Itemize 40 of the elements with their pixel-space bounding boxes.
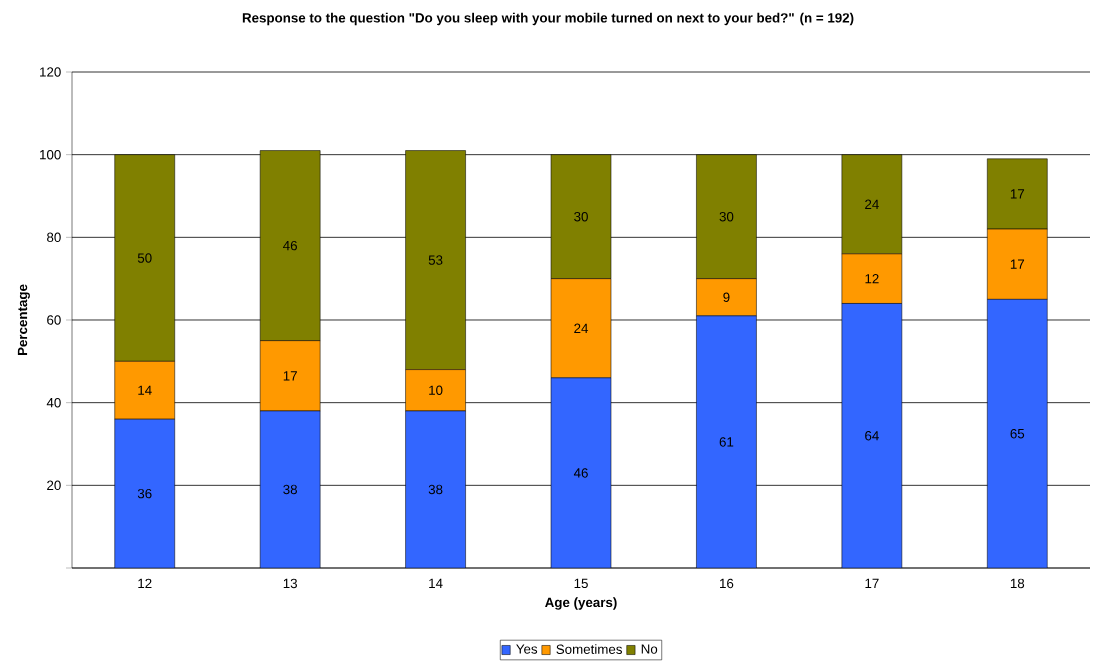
data-label: 17 [283,371,297,381]
data-label: 46 [573,468,588,478]
y-tick-label: 80 [47,232,61,243]
y-tick-label: 40 [46,397,61,408]
data-label: 30 [719,211,734,222]
data-label: 38 [428,484,443,495]
y-tick-label: 100 [40,149,61,160]
x-tick-label: 17 [865,578,879,588]
data-label: 17 [1010,259,1025,269]
data-label: 61 [719,437,734,447]
legend-label: Yes [516,644,538,654]
data-label: 14 [138,385,152,395]
data-label: 12 [865,274,879,284]
data-label: 24 [865,199,879,209]
data-label: 46 [283,240,297,251]
y-tick-label: 120 [40,67,61,77]
data-label: 50 [137,253,152,263]
data-label: 24 [574,323,589,333]
data-label: 38 [283,484,297,495]
x-tick-label: 16 [720,578,734,589]
y-axis-title: Percentage [17,284,30,356]
data-label: 17 [1010,189,1025,199]
data-label: 10 [429,385,443,395]
data-label: 53 [428,255,443,265]
x-tick-label: 14 [429,578,443,588]
data-label: 65 [1010,428,1025,439]
y-tick-label: 20 [47,480,61,491]
x-tick-label: 18 [1010,578,1025,589]
data-label: 64 [865,431,879,441]
x-axis-title: Age (years) [545,597,617,610]
chart-title: Response to the question "Do you sleep with your mobile turned on next to your bed?" (n = 192) [242,12,854,26]
data-label: 9 [723,292,730,302]
data-label: 36 [137,488,152,499]
legend-label: Sometimes [556,644,622,654]
data-label: 30 [574,211,588,222]
x-tick-label: 15 [574,578,588,589]
x-tick-label: 13 [283,578,297,589]
legend-label: No [641,644,658,654]
y-tick-label: 60 [47,315,61,325]
x-tick-label: 12 [138,578,152,589]
